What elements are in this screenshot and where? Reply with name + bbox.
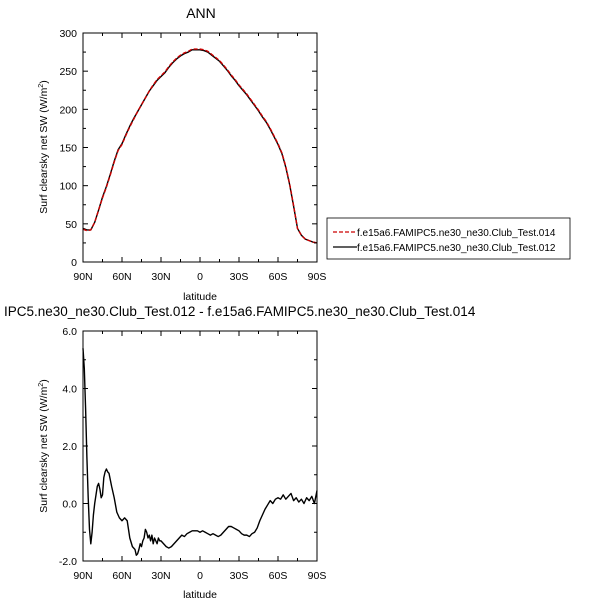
- y-tick-label: 50: [65, 219, 77, 231]
- legend-entry-0: f.e15a6.FAMIPC5.ne30_ne30.Club_Test.014: [357, 228, 556, 239]
- x-tick-label: 90S: [308, 271, 327, 283]
- bottom-panel: IPC5.ne30_ne30.Club_Test.012 - f.e15a6.F…: [4, 304, 476, 601]
- x-tick-label: 60S: [269, 570, 288, 582]
- bottom-title: IPC5.ne30_ne30.Club_Test.012 - f.e15a6.F…: [4, 304, 476, 319]
- top-ylabel-sup: 2: [38, 84, 45, 88]
- x-tick-label: 30S: [230, 271, 249, 283]
- bottom-ylabel-sup: 2: [38, 383, 45, 387]
- top-title: ANN: [186, 5, 216, 21]
- series-line-f.e15a6.FAMIPC5.ne30_ne30.Club_Test.012: [82, 49, 318, 244]
- y-tick-label: 0: [71, 257, 77, 269]
- x-tick-label: 60N: [112, 570, 131, 582]
- x-tick-label: 30S: [230, 570, 249, 582]
- y-tick-label: 200: [59, 104, 77, 116]
- y-tick-label: 150: [59, 143, 77, 155]
- x-tick-label: 90N: [73, 271, 92, 283]
- y-tick-label: -2.0: [59, 556, 77, 568]
- y-tick-label: 2.0: [62, 441, 77, 453]
- legend: f.e15a6.FAMIPC5.ne30_ne30.Club_Test.014 …: [326, 217, 571, 260]
- y-tick-label: 6.0: [62, 326, 77, 338]
- top-ylabel-main: Surf clearsky net SW (W/m: [38, 87, 50, 213]
- x-tick-label: 90N: [73, 570, 92, 582]
- top-ylabel-close: ): [38, 80, 50, 84]
- y-tick-label: 4.0: [62, 384, 77, 396]
- y-tick-label: 250: [59, 66, 77, 78]
- y-tick-label: 100: [59, 181, 77, 193]
- bottom-y-axis: -2.0 0.0 2.0 4.0 6.0: [59, 326, 317, 568]
- legend-box: [326, 217, 571, 260]
- top-ylabel: Surf clearsky net SW (W/m2): [38, 80, 50, 213]
- bottom-series-lines: [82, 348, 318, 556]
- bottom-ylabel: Surf clearsky net SW (W/m2): [38, 379, 50, 512]
- x-tick-label: 90S: [308, 570, 327, 582]
- bottom-x-axis: 90N 60N 30N 0 30S 60S 90S: [73, 331, 326, 582]
- series-line-difference: [82, 348, 318, 556]
- bottom-plot-frame: [82, 330, 318, 562]
- x-tick-label: 60N: [112, 271, 131, 283]
- x-tick-label: 0: [197, 271, 203, 283]
- bottom-xlabel: latitude: [183, 589, 217, 601]
- top-series-lines: [82, 48, 318, 244]
- top-y-axis: 0 50 100 150 200 250 300: [59, 28, 317, 269]
- top-xlabel: latitude: [183, 291, 217, 303]
- top-plot-frame: [82, 32, 318, 263]
- legend-entry-1: f.e15a6.FAMIPC5.ne30_ne30.Club_Test.012: [357, 243, 556, 254]
- bottom-ylabel-main: Surf clearsky net SW (W/m: [38, 386, 50, 512]
- x-tick-label: 30N: [151, 570, 170, 582]
- top-x-axis: 90N 60N 30N 0 30S 60S 90S: [73, 33, 326, 283]
- y-tick-label: 300: [59, 28, 77, 40]
- series-line-f.e15a6.FAMIPC5.ne30_ne30.Club_Test.014: [82, 48, 318, 244]
- x-tick-label: 60S: [269, 271, 288, 283]
- y-tick-label: 0.0: [62, 499, 77, 511]
- x-tick-label: 0: [197, 570, 203, 582]
- x-tick-label: 30N: [151, 271, 170, 283]
- bottom-ylabel-close: ): [38, 379, 50, 383]
